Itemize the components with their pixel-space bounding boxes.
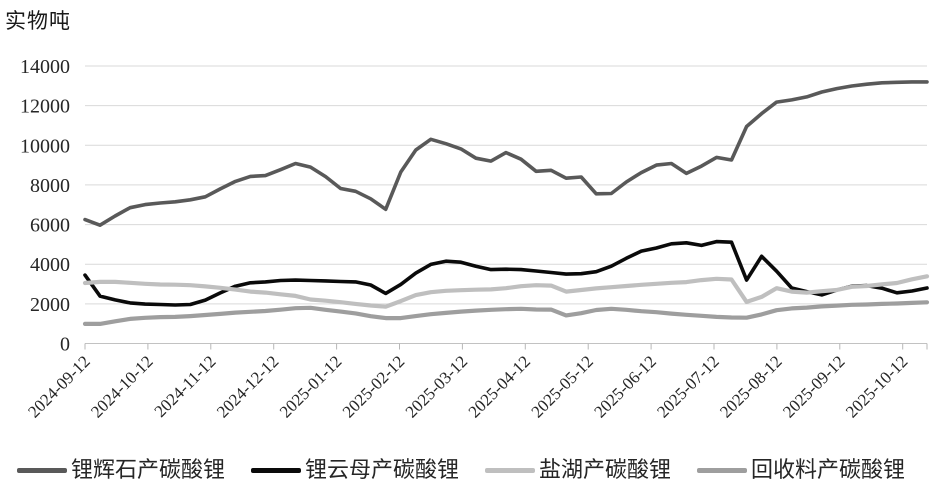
x-axis-tick-label: 2025-07-12 <box>653 352 723 422</box>
y-axis-tick-label: 2000 <box>30 294 70 316</box>
y-axis-tick-label: 4000 <box>30 254 70 276</box>
x-axis-tick-label: 2024-11-12 <box>151 352 220 421</box>
x-axis-tick-label: 2025-05-12 <box>527 352 597 422</box>
x-axis-tick-label: 2025-02-12 <box>339 352 409 422</box>
x-axis-tick-label: 2025-09-12 <box>779 352 849 422</box>
legend-swatch-lepidolite <box>251 467 302 473</box>
x-axis-tick-label: 2025-03-12 <box>402 352 472 422</box>
y-axis-tick-label: 6000 <box>30 215 70 237</box>
x-axis-tick-label: 2024-12-12 <box>213 352 283 422</box>
legend-item-salt-lake: 盐湖产碳酸锂 <box>485 459 671 481</box>
y-axis-tick-label: 8000 <box>30 175 70 197</box>
series-line-lepidolite <box>83 239 929 307</box>
x-axis-tick-label: 2025-10-12 <box>842 352 912 422</box>
y-axis-tick-label: 0 <box>60 334 70 356</box>
x-axis-tick-label: 2024-10-12 <box>87 352 157 422</box>
y-axis-tick-label: 10000 <box>20 135 70 157</box>
legend-label-lepidolite: 锂云母产碳酸锂 <box>305 457 460 482</box>
legend-swatch-recycled <box>697 467 748 473</box>
legend-item-spodumene: 锂辉石产碳酸锂 <box>17 459 225 481</box>
chart-svg: 0 2000 4000 6000 8000 10000 12000 14000 2024-09-… <box>20 56 930 422</box>
legend-item-lepidolite: 锂云母产碳酸锂 <box>251 459 459 481</box>
series-line-salt-lake <box>82 274 930 309</box>
x-axis-tick-label: 2025-04-12 <box>465 352 535 422</box>
x-axis-tick-label: 2025-08-12 <box>716 352 786 422</box>
legend-label-recycled: 回收料产碳酸锂 <box>751 457 906 482</box>
x-axis-tick-label: 2025-06-12 <box>590 352 660 422</box>
axis-unit-label: 实物吨 <box>5 9 71 33</box>
legend-swatch-salt-lake <box>485 467 536 473</box>
x-axis-tick-label: 2025-01-12 <box>276 352 346 422</box>
x-axis-tick-label: 2024-09-12 <box>24 352 94 422</box>
y-axis-tick-label: 14000 <box>20 56 70 78</box>
y-axis-tick-label: 12000 <box>20 96 70 118</box>
series-line-spodumene <box>83 80 929 227</box>
series-line-recycled <box>82 300 930 326</box>
legend-label-spodumene: 锂辉石产碳酸锂 <box>71 457 226 482</box>
legend-label-salt-lake: 盐湖产碳酸锂 <box>539 457 672 482</box>
legend: 锂辉石产碳酸锂 锂云母产碳酸锂 盐湖产碳酸锂 回收料产碳酸锂 <box>17 459 905 481</box>
legend-item-recycled: 回收料产碳酸锂 <box>697 459 905 481</box>
legend-swatch-spodumene <box>17 467 67 473</box>
